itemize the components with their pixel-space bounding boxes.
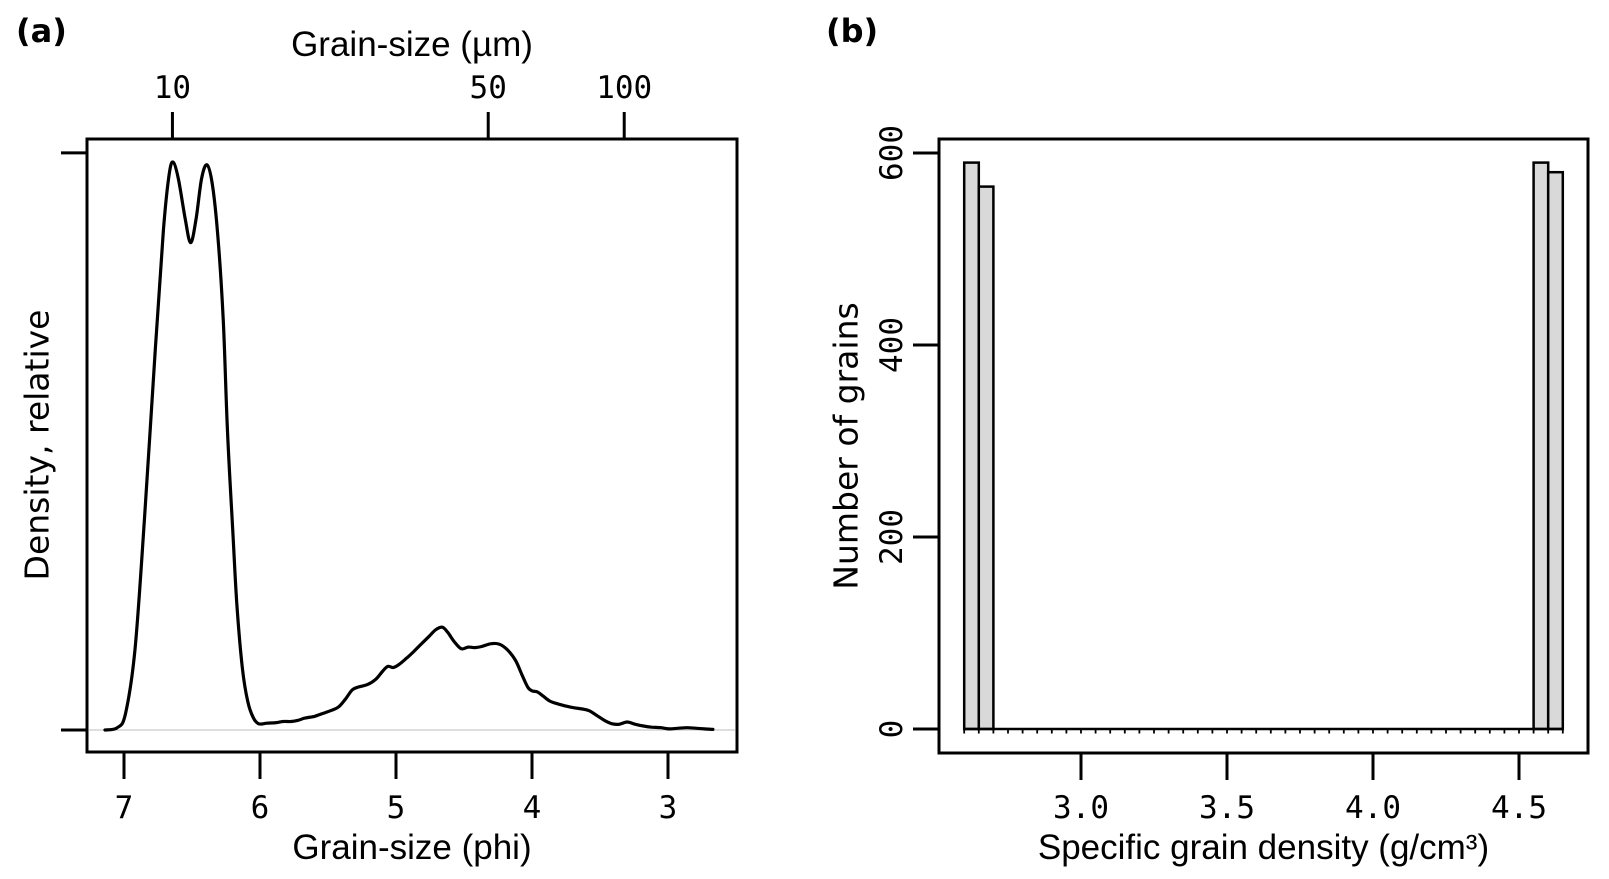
svg-text:6: 6 — [251, 790, 270, 826]
panel-a-density-curve — [103, 160, 715, 732]
panel-a-y-ticks — [61, 151, 87, 732]
panel-a-x-ticks: 7 6 5 4 3 — [115, 752, 678, 826]
svg-text:4: 4 — [523, 790, 542, 826]
svg-text:100: 100 — [596, 70, 652, 106]
svg-text:7: 7 — [115, 790, 134, 826]
svg-text:4.0: 4.0 — [1345, 790, 1401, 826]
histogram-bar — [977, 185, 995, 731]
panel-b-plot: 0 200 400 600 3.0 3.5 4.0 4.5 — [874, 125, 1590, 826]
svg-text:3.5: 3.5 — [1199, 790, 1255, 826]
panel-a-plot-box — [85, 137, 739, 754]
svg-text:400: 400 — [874, 317, 910, 373]
svg-text:3.0: 3.0 — [1053, 790, 1109, 826]
histogram-bar — [962, 161, 981, 731]
svg-text:5: 5 — [387, 790, 406, 826]
svg-text:3: 3 — [659, 790, 678, 826]
panel-a-plot: 7 6 5 4 3 10 50 100 — [61, 70, 739, 826]
panel-b-tag: (b) — [826, 12, 879, 50]
panel-b-x-axis-title: Specific grain density (g/cm³) — [1037, 828, 1490, 867]
histogram-bar — [1532, 161, 1550, 731]
panel-b-bars — [962, 161, 1565, 731]
panel-b-y-axis-title: Number of grains — [826, 302, 866, 590]
panel-a-x-axis-title: Grain-size (phi) — [292, 828, 532, 867]
svg-text:50: 50 — [470, 70, 507, 106]
panel-a-tag: (a) — [16, 12, 67, 50]
svg-text:0: 0 — [874, 720, 910, 739]
panel-b-plot-box — [937, 137, 1590, 755]
panel-a-y-axis-title: Density, relative — [17, 309, 57, 581]
svg-text:600: 600 — [874, 125, 910, 181]
panel-a-top-ticks: 10 50 100 — [154, 70, 652, 139]
histogram-bar — [1546, 170, 1565, 731]
panel-b-histogram-baseline — [963, 727, 1564, 734]
svg-text:10: 10 — [154, 70, 191, 106]
panel-b-x-ticks: 3.0 3.5 4.0 4.5 — [1053, 753, 1547, 826]
panel-a-top-axis-title: Grain-size (µm) — [291, 25, 533, 64]
svg-text:4.5: 4.5 — [1491, 790, 1547, 826]
panel-b-y-ticks: 0 200 400 600 — [874, 125, 939, 738]
svg-text:200: 200 — [874, 509, 910, 565]
